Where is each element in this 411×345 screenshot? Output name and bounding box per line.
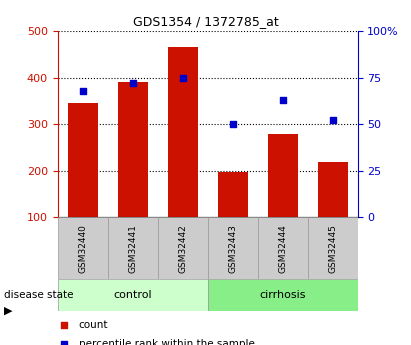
Point bbox=[229, 121, 236, 127]
Bar bbox=[58, 279, 208, 311]
Bar bbox=[318, 162, 348, 217]
Point bbox=[279, 97, 286, 103]
Text: GSM32440: GSM32440 bbox=[78, 224, 87, 273]
Bar bbox=[108, 217, 157, 279]
Text: GSM32443: GSM32443 bbox=[228, 224, 237, 273]
Bar bbox=[208, 279, 358, 311]
Text: GSM32445: GSM32445 bbox=[328, 224, 337, 273]
Text: GSM32442: GSM32442 bbox=[178, 224, 187, 273]
Text: cirrhosis: cirrhosis bbox=[259, 290, 306, 300]
Bar bbox=[67, 103, 97, 217]
Text: GSM32441: GSM32441 bbox=[128, 224, 137, 273]
Point bbox=[329, 118, 336, 123]
Point bbox=[259, 82, 266, 87]
Bar bbox=[217, 172, 247, 217]
Text: disease state: disease state bbox=[4, 290, 74, 300]
Bar bbox=[157, 217, 208, 279]
Bar bbox=[58, 217, 108, 279]
Text: control: control bbox=[113, 290, 152, 300]
Bar bbox=[208, 217, 258, 279]
Text: GDS1354 / 1372785_at: GDS1354 / 1372785_at bbox=[133, 16, 278, 29]
Point bbox=[79, 88, 86, 93]
Bar bbox=[307, 217, 358, 279]
Bar bbox=[118, 82, 148, 217]
Point bbox=[179, 75, 186, 80]
Point bbox=[259, 254, 266, 260]
Bar bbox=[258, 217, 307, 279]
Text: percentile rank within the sample: percentile rank within the sample bbox=[79, 338, 254, 345]
Point bbox=[129, 80, 136, 86]
Text: count: count bbox=[79, 319, 108, 329]
Bar bbox=[268, 134, 298, 217]
Text: GSM32444: GSM32444 bbox=[278, 224, 287, 273]
Text: ▶: ▶ bbox=[4, 306, 13, 315]
Bar bbox=[168, 47, 198, 217]
